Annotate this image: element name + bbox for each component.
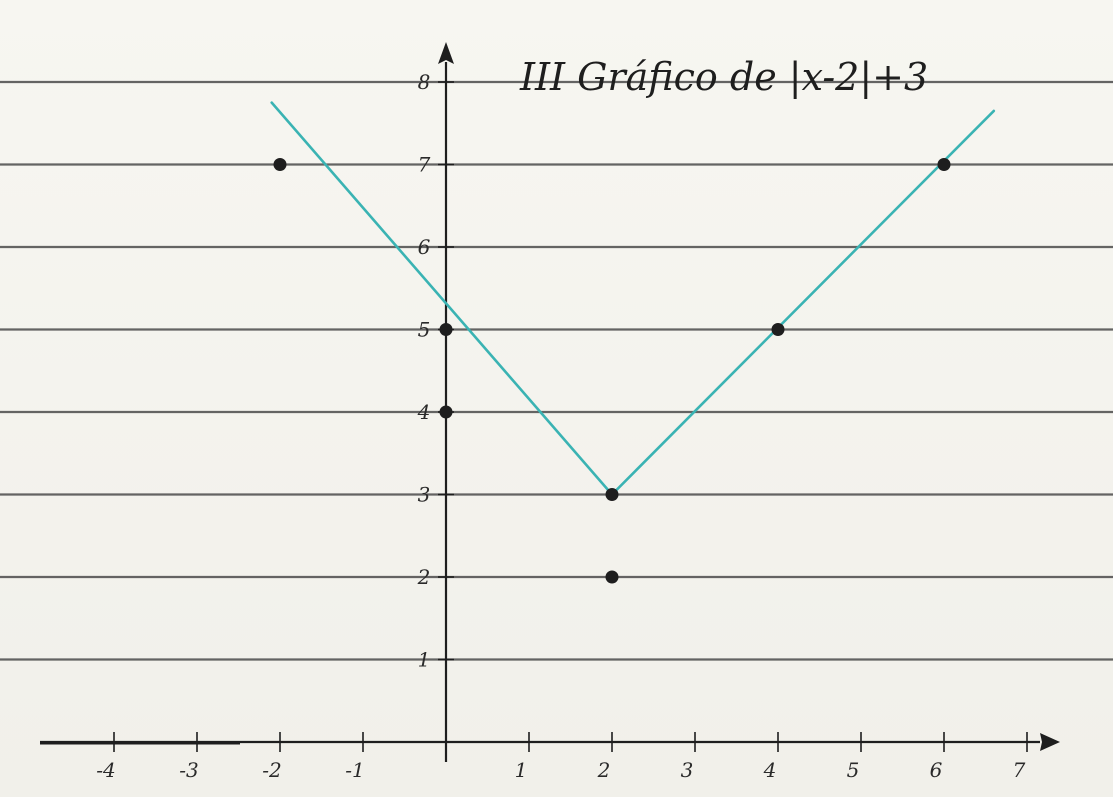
data-point [439,323,453,336]
x-tick-label: 3 [681,758,694,782]
data-point [439,405,453,419]
ruled-lines [0,80,1113,661]
y-tick-label: 7 [418,153,431,177]
y-tick-label: 5 [418,318,431,342]
x-axis-arrow [1040,733,1060,751]
x-tick-label: -2 [262,758,281,782]
y-tick-label: 6 [418,235,431,259]
y-axis-arrow [438,42,454,64]
x-tick-label: 7 [1013,758,1026,782]
data-points [273,158,951,584]
axis-tick-labels: -4 -3 -2 -1 1 2 3 4 5 6 7 1 2 3 4 5 6 7 8 [96,70,1025,782]
axes [40,42,1060,762]
x-tick-label: -1 [345,758,364,782]
x-tick-label: 4 [763,758,777,782]
x-tick-label: 5 [847,758,860,782]
data-point [771,323,785,336]
y-tick-label: 8 [418,70,431,94]
y-tick-label: 2 [417,565,431,589]
chart-title: III Gráfico de |x-2|+3 [519,55,928,99]
data-point [605,488,619,501]
data-point [273,158,287,171]
axis-ticks [113,81,1028,752]
x-tick-label: -3 [179,758,198,782]
x-tick-label: 6 [930,758,943,782]
x-tick-label: 1 [515,758,528,782]
y-tick-label: 3 [418,483,431,507]
data-point [937,158,951,171]
data-point [605,570,619,584]
y-tick-label: 1 [418,648,431,672]
series-lines [270,101,996,496]
x-tick-label: -4 [96,758,115,782]
series-line [270,101,996,496]
x-tick-label: 2 [597,758,611,782]
y-tick-label: 4 [417,400,431,424]
